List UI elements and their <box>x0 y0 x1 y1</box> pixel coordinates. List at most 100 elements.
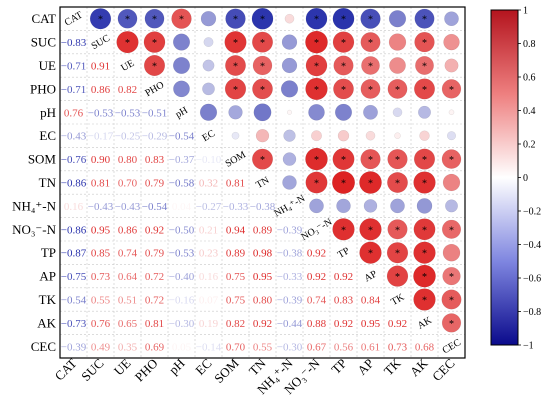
colorbar-tick-label: 0 <box>523 173 528 184</box>
corr-value-tp-pho: 0.79 <box>145 248 165 260</box>
corr-value-tk-ue: 0.51 <box>118 295 137 307</box>
corr-circle-ak-cec <box>441 313 462 333</box>
colorbar-tick-label: 0.4 <box>523 106 536 117</box>
diagonal-label-non: NO₃⁻-N <box>299 217 334 243</box>
corr-value-tk-ph: −0.16 <box>169 295 195 307</box>
corr-value-non-ph: −0.50 <box>169 224 195 236</box>
corr-value-tk-nhn: −0.39 <box>277 295 303 307</box>
corr-value-ak-tp: 0.92 <box>334 318 353 330</box>
corr-circle-ph-ap <box>363 104 378 120</box>
corr-value-tn-ph: −0.58 <box>169 178 195 190</box>
corr-circle-ue-non <box>305 54 328 77</box>
diagonal-label-ap: AP <box>362 268 379 284</box>
significance-star: * <box>395 272 400 283</box>
diagonal-label-cec: CEC <box>441 337 464 356</box>
matrix-grid <box>59 6 466 359</box>
row-label-cec: CEC <box>31 339 56 354</box>
corr-value-ak-non: 0.88 <box>307 318 327 330</box>
corr-circle-cat-ak <box>414 8 435 29</box>
significance-star: * <box>422 155 427 166</box>
corr-value-nhn-ec: −0.27 <box>196 201 222 213</box>
row-label-pho: PHO <box>30 81 56 96</box>
corr-circle-cat-tp <box>332 7 355 30</box>
significance-star: * <box>314 155 319 166</box>
corr-value-ak-suc: 0.76 <box>91 318 111 330</box>
corr-circle-ap-ak <box>413 264 436 288</box>
corr-circle-ue-ak <box>415 56 434 75</box>
corr-value-ap-som: 0.75 <box>226 271 246 283</box>
diagonal-label-tk: TK <box>389 291 407 308</box>
significance-star: * <box>449 319 454 330</box>
corr-value-ak-pho: 0.81 <box>145 318 164 330</box>
significance-star: * <box>368 155 373 166</box>
corr-circle-pho-tp <box>333 78 354 100</box>
corr-value-som-ue: 0.80 <box>118 154 138 166</box>
corr-circle-ec-tp <box>337 130 350 142</box>
corr-value-ec-ue: −0.25 <box>115 131 141 143</box>
colorbar-tick-label: −1 <box>523 341 534 352</box>
corr-circle-tn-ap <box>359 171 382 194</box>
corr-circle-ph-nhn <box>287 109 292 115</box>
colorbar-tick-label: 0.6 <box>523 73 536 84</box>
corr-circle-tp-tk <box>386 242 409 264</box>
row-label-ph: pH <box>40 105 56 120</box>
corr-value-som-ph: −0.37 <box>169 154 195 166</box>
corr-value-som-cat: −0.76 <box>61 154 87 166</box>
corr-value-tk-tn: 0.80 <box>253 295 273 307</box>
corr-circle-tn-nhn <box>282 175 297 190</box>
significance-star: * <box>98 15 103 26</box>
corr-value-suc-cat: −0.83 <box>61 37 87 49</box>
corr-value-tp-nhn: −0.38 <box>277 248 303 260</box>
significance-star: * <box>422 85 427 96</box>
colorbar-gradient <box>490 9 519 346</box>
corr-value-ap-ec: 0.16 <box>199 271 219 283</box>
corr-value-tp-non: 0.92 <box>307 248 326 260</box>
significance-star: * <box>233 15 238 26</box>
corr-value-tk-som: 0.75 <box>226 295 246 307</box>
significance-star: * <box>368 85 373 96</box>
corr-value-tn-ue: 0.70 <box>118 178 138 190</box>
corr-value-non-cat: −0.86 <box>61 224 87 236</box>
corr-value-ap-ue: 0.64 <box>118 271 138 283</box>
diagonal-label-suc: SUC <box>90 33 113 52</box>
row-label-cat: CAT <box>31 11 56 26</box>
corr-value-ak-ap: 0.95 <box>361 318 381 330</box>
corr-value-cec-ue: 0.35 <box>118 341 138 353</box>
corr-circle-pho-tn <box>252 78 273 100</box>
corr-circle-ph-ak <box>418 105 431 119</box>
corr-value-tk-non: 0.74 <box>307 295 327 307</box>
significance-star: * <box>341 85 346 96</box>
row-label-ap: AP <box>39 269 56 284</box>
corr-circle-ap-cec <box>442 266 461 286</box>
corr-circle-pho-ap <box>360 79 381 99</box>
corr-circle-cat-ap <box>360 8 381 29</box>
col-label-ap: AP <box>354 356 376 378</box>
significance-star: * <box>152 62 157 73</box>
corr-circle-tp-ap <box>359 241 382 264</box>
col-label-cat: CAT <box>52 355 80 383</box>
corr-circle-nhn-cec <box>445 199 458 213</box>
significance-star: * <box>368 179 373 190</box>
significance-star: * <box>449 155 454 166</box>
corr-circle-tk-cec <box>441 289 462 310</box>
significance-star: * <box>152 15 157 26</box>
col-label-cec: CEC <box>429 356 457 384</box>
corr-value-cec-ak: 0.68 <box>415 341 435 353</box>
corr-value-ak-cat: −0.73 <box>61 318 87 330</box>
corr-circle-suc-som <box>224 31 247 54</box>
corr-value-som-pho: 0.83 <box>145 154 165 166</box>
corr-value-cec-non: 0.67 <box>307 341 327 353</box>
corr-circle-pho-som <box>224 78 247 100</box>
corr-value-ap-non: 0.92 <box>307 271 326 283</box>
corr-value-tn-som: 0.81 <box>226 178 245 190</box>
corr-circle-pho-cec <box>441 79 462 99</box>
row-label-som: SOM <box>28 152 57 167</box>
corr-circle-ec-som <box>231 131 240 140</box>
significance-star: * <box>395 249 400 260</box>
corr-circle-nhn-tp <box>336 198 351 214</box>
corr-value-nhn-ue: −0.43 <box>115 201 141 213</box>
corr-value-tp-som: 0.89 <box>226 248 246 260</box>
corr-value-tn-suc: 0.81 <box>91 178 110 190</box>
corr-value-tn-cat: −0.86 <box>61 178 87 190</box>
corr-circle-suc-tk <box>388 33 407 51</box>
